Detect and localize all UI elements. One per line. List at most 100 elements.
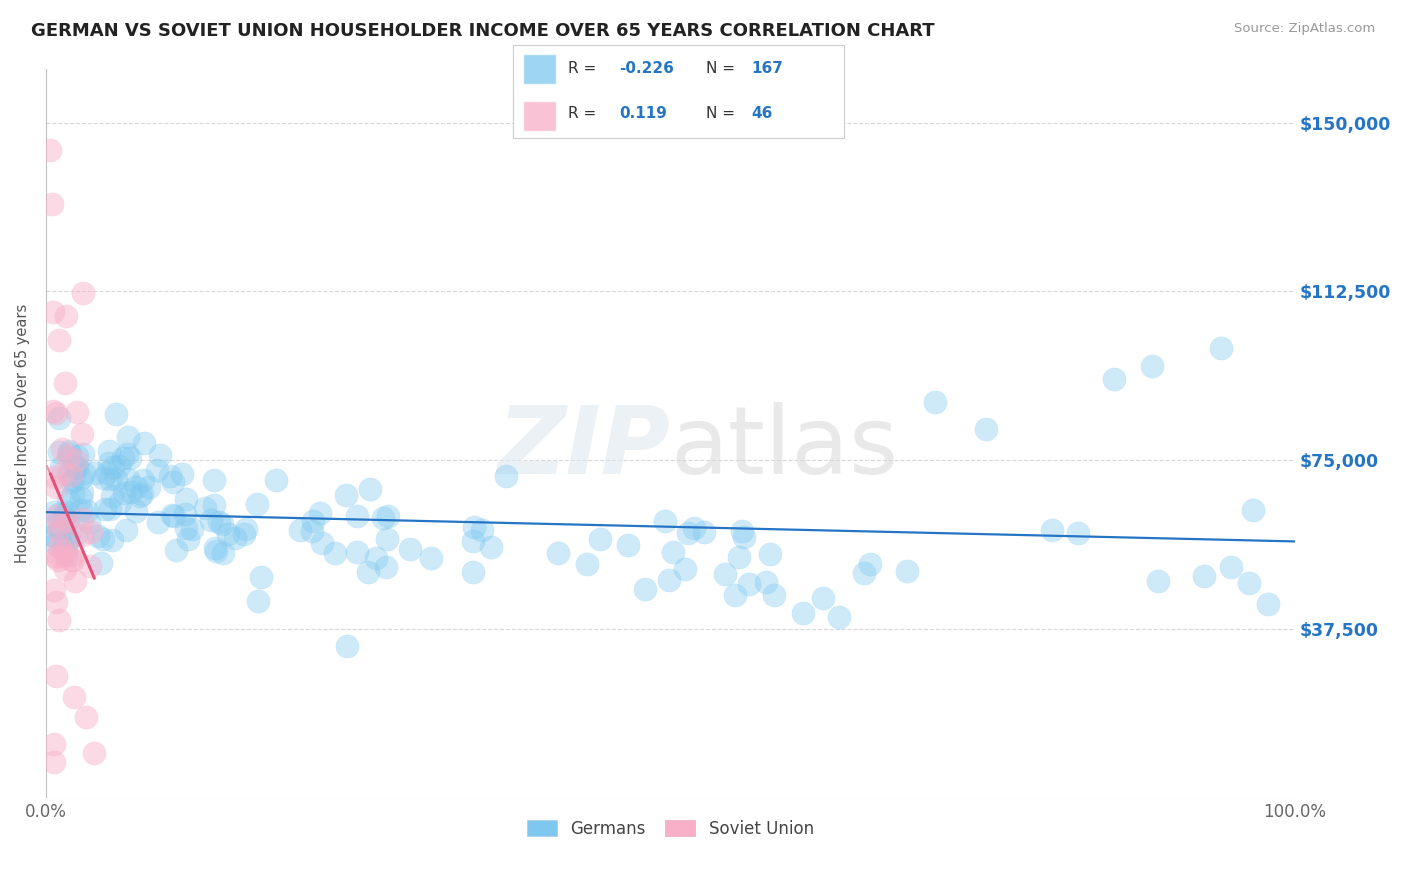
Point (217, 527, 239, 541)
Point (159, 469, 181, 483)
Point (53, 548, 76, 562)
Legend: Germans, Soviet Union: Germans, Soviet Union (520, 814, 821, 845)
Point (896, 564, 918, 578)
Point (60, 553, 83, 567)
Point (125, 480, 148, 494)
Point (65, 528, 87, 542)
Point (48, 411, 70, 425)
Point (420, 550, 443, 565)
Point (98, 502, 121, 516)
Point (852, 566, 875, 580)
Point (63, 459, 86, 474)
Point (53, 543, 76, 558)
Point (112, 450, 135, 465)
Point (205, 544, 228, 558)
Point (44, 505, 66, 519)
Point (55, 534, 77, 549)
Point (55, 309, 77, 323)
Point (70, 484, 93, 499)
Point (1192, 568, 1215, 582)
Point (194, 501, 217, 516)
Point (495, 469, 517, 483)
Text: ZIP: ZIP (498, 402, 671, 494)
Point (762, 588, 785, 602)
Point (51, 524, 73, 538)
Point (56, 493, 79, 508)
Point (45, 595, 67, 609)
Point (131, 486, 153, 500)
Point (44, 755, 66, 769)
Point (1220, 560, 1243, 574)
Text: 46: 46 (751, 106, 772, 121)
Point (76, 504, 98, 518)
Point (172, 467, 194, 481)
Point (146, 463, 169, 477)
Point (75, 710, 97, 724)
Point (117, 472, 139, 486)
Point (1257, 597, 1279, 611)
Point (115, 447, 138, 461)
Point (48, 333, 70, 347)
Text: atlas: atlas (671, 402, 898, 494)
Point (859, 557, 882, 571)
Point (48, 524, 70, 538)
Text: 167: 167 (751, 62, 783, 77)
Point (90, 556, 112, 570)
Point (72, 286, 94, 301)
Point (676, 525, 699, 540)
Point (174, 491, 197, 506)
Point (235, 522, 257, 536)
Point (247, 594, 270, 608)
Point (1140, 359, 1163, 373)
Point (44, 469, 66, 483)
Point (1146, 574, 1168, 588)
Point (72, 466, 94, 480)
Point (364, 550, 387, 565)
Point (55, 541, 77, 556)
Point (41, 196, 63, 211)
Text: R =: R = (568, 62, 596, 77)
Point (146, 516, 169, 530)
Point (359, 483, 381, 497)
Point (53, 376, 76, 390)
Point (129, 489, 152, 503)
Point (98, 472, 121, 486)
Point (1040, 523, 1063, 537)
Point (1104, 372, 1126, 386)
Point (120, 484, 142, 499)
Point (202, 473, 225, 487)
Point (63, 574, 86, 588)
Point (204, 541, 226, 556)
Point (65, 459, 87, 474)
Point (575, 557, 598, 571)
Point (463, 534, 485, 549)
Point (828, 609, 851, 624)
Point (49, 460, 72, 475)
Point (132, 435, 155, 450)
Point (724, 589, 747, 603)
Point (48, 516, 70, 530)
Point (202, 498, 225, 512)
Point (52, 466, 75, 480)
Point (96, 466, 118, 480)
Point (63, 690, 86, 705)
Point (42, 528, 65, 542)
Point (55, 514, 77, 528)
Point (45, 406, 67, 420)
Point (302, 514, 325, 528)
Point (714, 567, 737, 582)
Point (731, 524, 754, 538)
Point (212, 546, 235, 560)
Point (617, 538, 640, 552)
Point (180, 522, 202, 536)
Text: R =: R = (568, 106, 596, 121)
Point (108, 458, 131, 473)
Point (48, 613, 70, 627)
Point (125, 503, 148, 517)
Point (250, 570, 273, 584)
Point (232, 527, 254, 541)
Point (589, 532, 612, 546)
Point (371, 511, 394, 525)
Point (98, 444, 121, 458)
Point (266, 473, 288, 487)
